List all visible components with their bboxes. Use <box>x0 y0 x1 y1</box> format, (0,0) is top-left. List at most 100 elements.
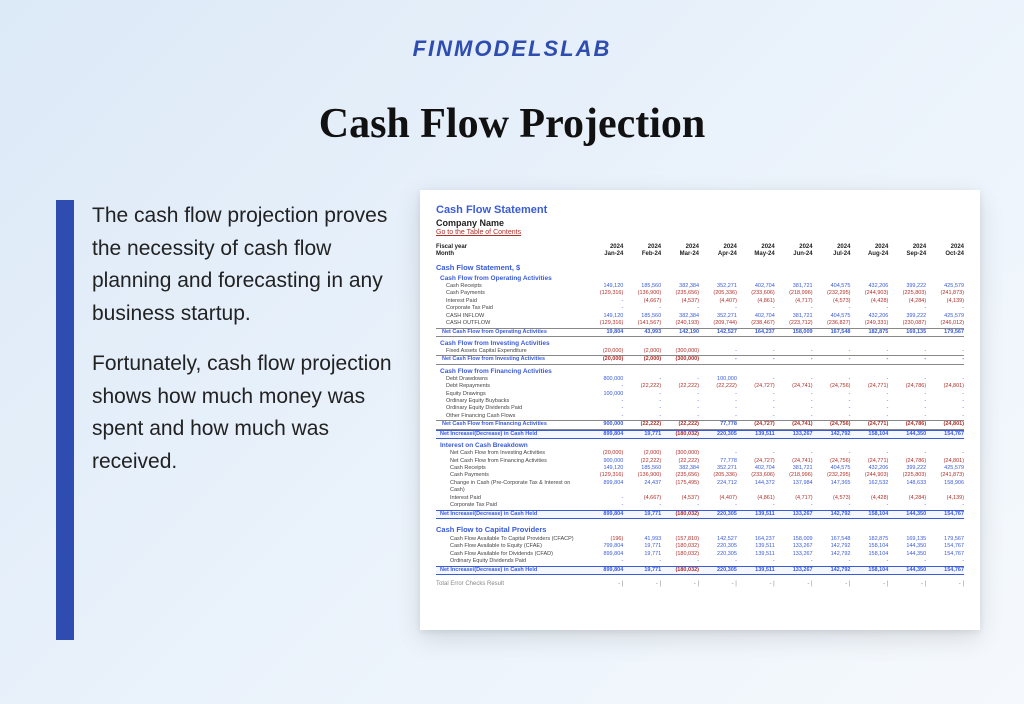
cell: 399,222 <box>888 283 926 290</box>
cell: - <box>585 502 623 509</box>
row-label: CASH INFLOW <box>436 313 585 320</box>
cell: (22,222) <box>623 383 661 390</box>
cell: (4,284) <box>888 298 926 305</box>
data-row: Ordinary Equity Buybacks---------- <box>436 398 964 405</box>
cell: - <box>888 391 926 398</box>
cell: (4,428) <box>850 298 888 305</box>
cell: (300,000) <box>661 348 699 355</box>
cell: 799,804 <box>585 543 623 550</box>
cell: - <box>585 383 623 390</box>
total-label: Net Increase/(Decrease) in Cash Held <box>436 431 585 438</box>
err-cell: - | <box>813 581 851 587</box>
total-label: Net Cash Flow from Investing Activities <box>436 356 585 363</box>
cell: (180,032) <box>661 551 699 558</box>
cell: 148,633 <box>888 480 926 495</box>
cell: - <box>585 405 623 412</box>
cell: - <box>699 502 737 509</box>
cell: 425,579 <box>926 465 964 472</box>
cell: - <box>813 450 851 457</box>
cell: - <box>699 398 737 405</box>
cell: 144,350 <box>888 543 926 550</box>
data-row: Corporate Tax Paid---------- <box>436 502 964 509</box>
data-row: Cash Receipts149,120185,560382,384352,27… <box>436 465 964 472</box>
op-total-row: Net Cash Flow from Operating Activities1… <box>436 328 964 337</box>
cell: 381,721 <box>775 465 813 472</box>
cell: 133,267 <box>775 511 813 518</box>
cell: - <box>850 502 888 509</box>
cell: 220,305 <box>699 431 737 438</box>
header-cell: 2024 <box>926 244 964 250</box>
month-row: Month Jan-24Feb-24Mar-24Apr-24May-24Jun-… <box>436 251 964 257</box>
cell: - <box>737 391 775 398</box>
cell: 137,984 <box>775 480 813 495</box>
cell: (241,873) <box>926 472 964 479</box>
body-text: The cash flow projection proves the nece… <box>92 200 392 478</box>
cell: - <box>623 376 661 383</box>
cell: - <box>926 356 964 363</box>
cell: 142,792 <box>813 551 851 558</box>
cell: 404,575 <box>813 283 851 290</box>
cell: - <box>813 305 851 312</box>
cell: 352,271 <box>699 313 737 320</box>
cell: 158,906 <box>926 480 964 495</box>
toc-link[interactable]: Go to the Table of Contents <box>436 229 964 236</box>
cell: - <box>926 450 964 457</box>
err-cell: - | <box>661 581 699 587</box>
row-label: Cash Payments <box>436 290 585 297</box>
cell: - <box>813 558 851 565</box>
cell: (4,861) <box>737 495 775 502</box>
cell: - <box>888 305 926 312</box>
cell: - <box>888 348 926 355</box>
cell: 133,267 <box>775 551 813 558</box>
row-label: Change in Cash (Pre-Corporate Tax & Inte… <box>436 480 585 495</box>
cell: 142,792 <box>813 567 851 574</box>
cell: 182,875 <box>850 329 888 336</box>
company-name: Company Name <box>436 218 964 228</box>
cell: (22,222) <box>623 421 661 428</box>
header-cell: Aug-24 <box>850 251 888 257</box>
cell: - <box>813 502 851 509</box>
cell: 900,000 <box>585 421 623 428</box>
cell: 144,350 <box>888 551 926 558</box>
data-row: Change in Cash (Pre-Corporate Tax & Inte… <box>436 480 964 495</box>
cell: - <box>775 558 813 565</box>
cell: (180,032) <box>661 511 699 518</box>
cell: - <box>737 305 775 312</box>
cell: 432,206 <box>850 313 888 320</box>
cell: - <box>737 376 775 383</box>
cell: 158,104 <box>850 431 888 438</box>
cell: (136,900) <box>623 472 661 479</box>
cell: 432,206 <box>850 283 888 290</box>
cell: - <box>850 405 888 412</box>
cell: (205,336) <box>699 290 737 297</box>
data-row: Interest Paid-(4,667)(4,537)(4,407)(4,86… <box>436 298 964 305</box>
cell: (235,656) <box>661 472 699 479</box>
cell: 899,804 <box>585 551 623 558</box>
cell: 139,511 <box>737 543 775 550</box>
int-total-row: Net Increase/(Decrease) in Cash Held899,… <box>436 510 964 519</box>
cell: (24,727) <box>737 458 775 465</box>
op-header: Cash Flow from Operating Activities <box>436 275 964 282</box>
cell: (225,803) <box>888 290 926 297</box>
total-label: Net Increase/(Decrease) in Cash Held <box>436 567 585 574</box>
cell: - <box>850 305 888 312</box>
cell: 402,704 <box>737 465 775 472</box>
data-row: Net Cash Flow from Investing Activities(… <box>436 450 964 457</box>
cell: 100,000 <box>699 376 737 383</box>
cell: 399,222 <box>888 465 926 472</box>
cell: (20,000) <box>585 348 623 355</box>
cell: - <box>737 348 775 355</box>
cell: - <box>737 398 775 405</box>
cell: (2,000) <box>623 450 661 457</box>
cell: - <box>661 558 699 565</box>
cell: - <box>926 391 964 398</box>
data-row: CASH OUTFLOW(129,316)(141,567)(240,193)(… <box>436 320 964 327</box>
cell: (235,656) <box>661 290 699 297</box>
cell: - <box>850 356 888 363</box>
cell: 158,104 <box>850 543 888 550</box>
cell: - <box>623 413 661 420</box>
row-label: Interest Paid <box>436 495 585 502</box>
sheet-title: Cash Flow Statement <box>436 204 964 216</box>
cell: 158,104 <box>850 511 888 518</box>
cell: (24,786) <box>888 458 926 465</box>
